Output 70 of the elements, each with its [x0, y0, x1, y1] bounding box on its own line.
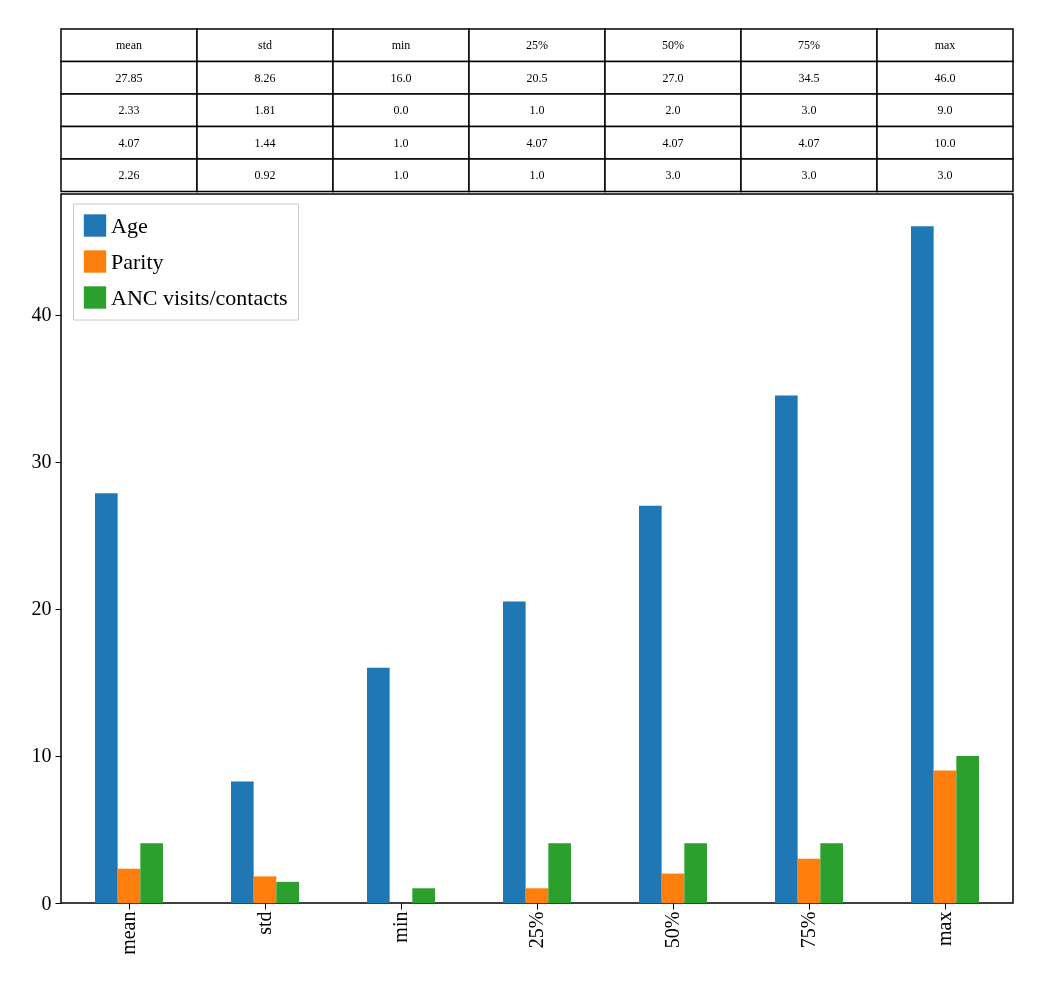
bar — [661, 873, 685, 903]
data-label: 20.5 — [526, 70, 548, 85]
category-label: std — [257, 38, 273, 53]
text: 3.0 — [665, 168, 681, 183]
text: 3.0 — [801, 168, 817, 183]
data-label: 4.07 — [526, 135, 548, 150]
data-label: 4.07 — [118, 135, 140, 150]
data-label: 1.44 — [254, 135, 276, 150]
category-label: max — [934, 38, 956, 53]
data-label: 1.0 — [393, 135, 409, 150]
bar — [525, 888, 549, 903]
bar — [95, 493, 118, 903]
bar — [684, 843, 707, 903]
bar — [956, 755, 979, 903]
bar — [367, 667, 390, 903]
y-tick-label: 40 — [31, 303, 52, 326]
data-label: 27.85 — [115, 70, 143, 85]
bar — [140, 843, 163, 903]
x-tick-label: 25% — [525, 911, 547, 949]
data-label: 16.0 — [390, 70, 412, 85]
x-tick-label: 50% — [661, 911, 683, 949]
data-label: 1.0 — [529, 103, 545, 118]
text: 2.26 — [118, 168, 140, 183]
data-label: 10.0 — [934, 135, 956, 150]
text: 3.0 — [937, 168, 953, 183]
category-label: min — [391, 38, 411, 53]
x-tick-label: std — [253, 911, 275, 935]
bar — [639, 505, 662, 903]
data-label: 3.0 — [801, 103, 817, 118]
y-tick-label: 20 — [31, 597, 52, 620]
data-label: 4.07 — [662, 135, 684, 150]
data-label: 34.5 — [798, 70, 820, 85]
y-tick-label: 30 — [31, 450, 52, 473]
x-tick-label: 75% — [797, 911, 819, 949]
x-tick-label: min — [389, 911, 411, 943]
data-label: 4.07 — [798, 135, 820, 150]
data-label: 9.0 — [937, 103, 953, 118]
data-label: 2.33 — [118, 103, 140, 118]
data-label: 46.0 — [934, 70, 956, 85]
data-label: 27.0 — [662, 70, 684, 85]
y-tick-label: 0 — [41, 891, 52, 914]
bar — [231, 781, 254, 903]
bar — [276, 881, 299, 903]
x-tick-label: max — [933, 911, 955, 946]
bar — [117, 868, 141, 903]
bar — [797, 858, 821, 903]
data-label: 8.26 — [254, 70, 276, 85]
bar — [503, 601, 526, 903]
bar — [548, 843, 571, 903]
data-label: 1.81 — [254, 103, 276, 118]
bar — [412, 888, 435, 903]
x-tick-label: mean — [117, 911, 139, 955]
data-label: 2.0 — [665, 103, 681, 118]
bar — [253, 876, 277, 903]
y-tick-label: 10 — [31, 744, 52, 767]
category-label: 75% — [798, 38, 820, 53]
text: 0.92 — [254, 168, 276, 183]
legend-label: ANC visits/contacts — [111, 284, 288, 310]
legend-label: Parity — [111, 248, 164, 274]
bar — [820, 843, 843, 903]
category-label: 50% — [662, 38, 684, 53]
bar — [933, 770, 957, 903]
category-label: mean — [116, 38, 142, 53]
bar — [911, 226, 934, 903]
text: 1.0 — [393, 168, 409, 183]
legend-label: Age — [111, 212, 148, 238]
bar — [775, 395, 798, 903]
text: 1.0 — [529, 168, 545, 183]
category-label: 25% — [526, 38, 548, 53]
data-label: 0.0 — [393, 103, 409, 118]
